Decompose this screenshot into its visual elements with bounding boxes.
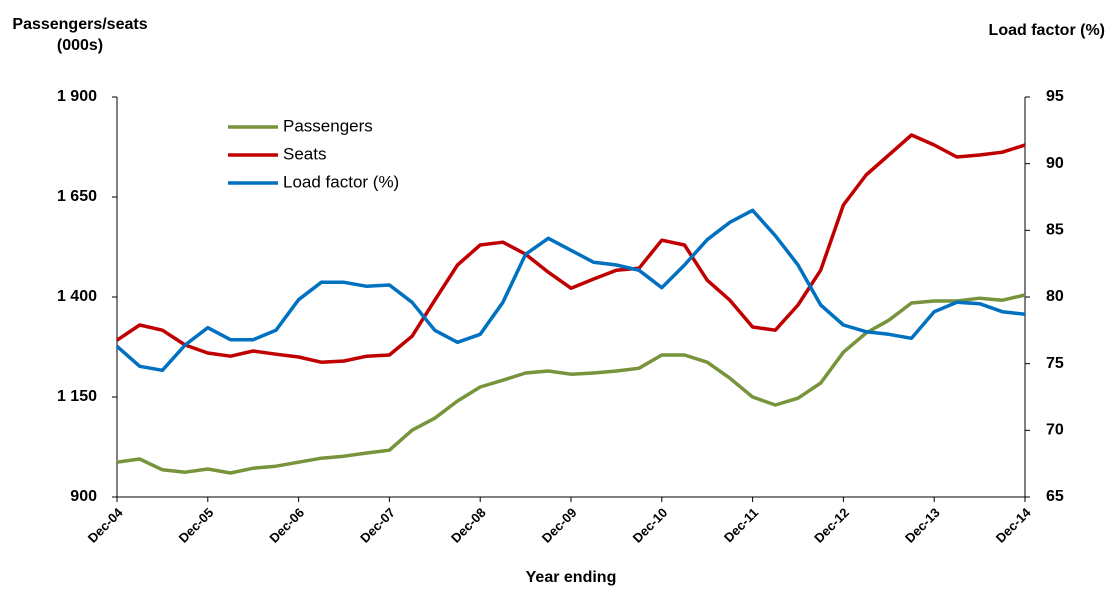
legend-label: Seats [283, 144, 326, 163]
y2-tick-label: 75 [1046, 355, 1064, 372]
y-tick-label: 1 400 [57, 288, 97, 305]
y2-tick-label: 80 [1046, 288, 1064, 305]
y2-tick-label: 85 [1046, 222, 1064, 239]
y2-tick-label: 65 [1046, 488, 1064, 505]
legend-label: Passengers [283, 116, 373, 135]
y-tick-label: 900 [70, 488, 97, 505]
y-tick-label: 1 650 [57, 188, 97, 205]
y2-tick-label: 95 [1046, 88, 1064, 105]
x-tick-label: Dec-07 [357, 505, 398, 546]
x-axis-label: Year ending [526, 569, 617, 586]
x-tick-label: Dec-12 [811, 505, 852, 546]
x-tick-label: Dec-13 [902, 505, 943, 546]
series-line [115, 208, 1026, 373]
x-tick-label: Dec-11 [721, 505, 761, 545]
y2-tick-label: 70 [1046, 422, 1064, 439]
y-tick-label: 1 150 [57, 388, 97, 405]
y2-tick-label: 90 [1046, 155, 1064, 172]
x-tick-label: Dec-04 [85, 504, 126, 545]
y2-axis-label: Load factor (%) [988, 22, 1105, 39]
series-line [116, 293, 1026, 475]
y-axis-label: Passengers/seats (000s) [12, 16, 148, 54]
x-tick-label: Dec-09 [539, 505, 580, 546]
x-tick-label: Dec-08 [448, 505, 489, 546]
x-tick-label: Dec-06 [266, 505, 307, 546]
y-tick-label: 1 900 [57, 88, 97, 105]
x-tick-label: Dec-05 [176, 505, 217, 546]
series-line [116, 133, 1026, 364]
x-tick-label: Dec-14 [993, 504, 1034, 545]
x-tick-label: Dec-10 [630, 505, 671, 546]
legend-label: Load factor (%) [283, 172, 399, 191]
